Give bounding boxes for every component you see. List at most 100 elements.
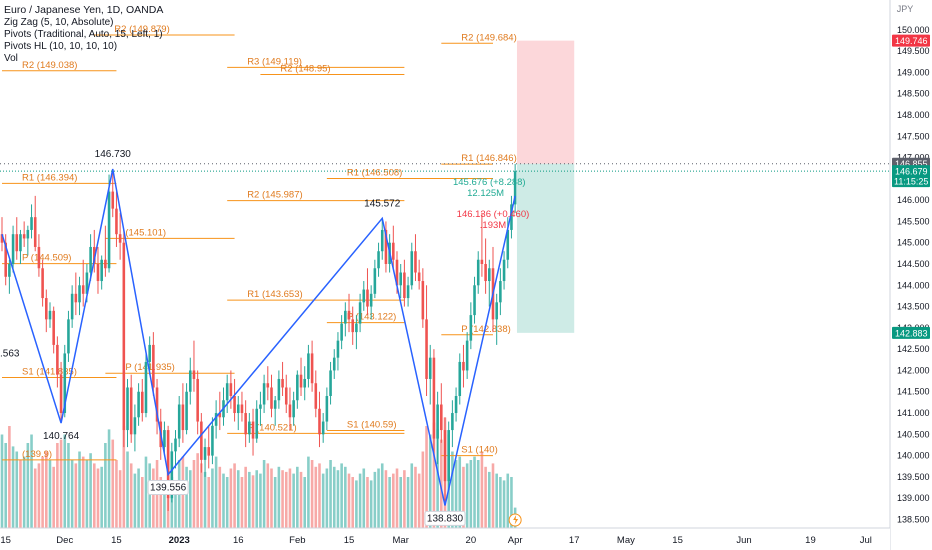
candle-body: [33, 217, 37, 247]
candle-body: [292, 400, 295, 418]
volume-bar: [288, 468, 292, 528]
volume-bar: [476, 460, 480, 528]
volume-bar: [41, 456, 44, 528]
volume-bar: [421, 451, 425, 528]
volume-bar: [48, 460, 52, 528]
pivot-label: R1 (146.508): [347, 167, 402, 178]
indicator-pivots-hl[interactable]: Pivots HL (10, 10, 10, 10): [4, 41, 118, 52]
candle-body: [473, 285, 476, 316]
volume-bar: [107, 429, 111, 528]
volume-bar: [284, 471, 288, 528]
candle-body: [259, 404, 262, 409]
candle-body: [406, 285, 410, 299]
pivot-label: R2 (149.879): [114, 24, 169, 35]
candle-body: [26, 229, 30, 239]
volume-bar: [454, 460, 458, 528]
candle-body: [262, 383, 266, 405]
volume-bar: [373, 471, 377, 528]
position-annotation: 12.125M: [467, 188, 504, 199]
time-tick-label: Feb: [289, 535, 305, 546]
volume-bar: [63, 434, 67, 528]
candle-body: [192, 370, 196, 379]
indicator-volume[interactable]: Vol: [4, 53, 18, 64]
candle-body: [392, 242, 395, 260]
candle-body: [148, 344, 151, 362]
candle-body: [89, 246, 92, 273]
price-badge: [892, 326, 930, 339]
volume-bar: [332, 466, 336, 528]
time-tick-label: 16: [233, 535, 244, 546]
volume-bar: [395, 468, 399, 528]
bolt-icon: [508, 513, 522, 527]
volume-bar: [52, 466, 55, 528]
candle-body: [85, 272, 89, 294]
volume-bar: [502, 480, 506, 528]
volume-bar: [469, 460, 473, 528]
volume-bar: [281, 470, 284, 528]
price-tick-label: 145.500: [897, 216, 930, 226]
volume-bar: [22, 456, 26, 528]
candle-body: [395, 259, 399, 286]
volume-bar: [292, 473, 295, 528]
candle-body: [248, 421, 251, 435]
price-tick-label: 147.500: [897, 131, 930, 141]
candle-body: [432, 357, 436, 439]
candle-body: [48, 310, 52, 320]
volume-bar: [192, 460, 196, 528]
volume-bar: [11, 446, 15, 528]
candle-body: [366, 289, 369, 307]
candle-body: [436, 404, 439, 439]
time-axis[interactable]: 15 Dec 15 2023 16 Feb 15 Mar 20 Apr 17 May 15 Jun 19 Ju…: [0, 527, 890, 550]
volume-bar: [59, 439, 63, 528]
candle-body: [111, 191, 115, 209]
indicator-zigzag[interactable]: Zig Zag (5, 10, Absolute): [4, 17, 114, 28]
candle-body: [0, 234, 4, 243]
volume-bar: [33, 468, 37, 528]
volume-bar: [436, 429, 439, 528]
volume-bar: [122, 426, 126, 528]
candle-body: [414, 251, 417, 273]
pivot-label: S1 (140.59): [347, 419, 397, 430]
candle-body: [78, 285, 81, 303]
volume-bar: [495, 473, 498, 528]
pivot-label: R1 (146.394): [22, 172, 77, 183]
candle-body: [273, 400, 277, 409]
candle-body: [355, 323, 358, 333]
pivot-label: R2 (149.038): [22, 60, 77, 71]
pivot-label: P (144.509): [22, 253, 71, 264]
time-axis-bg: [0, 528, 890, 550]
pivot-label: R2 (148.95): [280, 64, 330, 75]
candle-body: [59, 374, 63, 414]
candle-body: [137, 391, 140, 418]
candle-body: [207, 447, 211, 456]
candle-body: [96, 264, 100, 282]
volume-bar: [270, 468, 273, 528]
position-tool-layer[interactable]: [516, 40, 575, 333]
price-badge-label: 146.855: [895, 159, 928, 169]
candle-body: [11, 234, 15, 264]
chart-title[interactable]: Euro / Japanese Yen, 1D, OANDA: [4, 4, 164, 16]
candles-layer: [0, 163, 517, 511]
candle-body: [499, 281, 502, 303]
volume-bar: [355, 480, 358, 528]
candle-body: [15, 234, 19, 252]
indicator-pivots[interactable]: Pivots (Traditional, Auto, 15, Left, 1): [4, 29, 163, 40]
candle-body: [314, 383, 318, 409]
volume-bar: [4, 443, 7, 528]
price-tick-label: 143.500: [897, 302, 930, 312]
candle-body: [299, 374, 303, 388]
candle-body: [185, 391, 188, 431]
candle-body: [347, 310, 351, 320]
position-annotation: 146.136 (+0.460): [457, 209, 530, 220]
current-price-badge: [892, 165, 930, 188]
price-tick-label: 149.500: [897, 46, 930, 56]
volume-bar: [118, 470, 122, 528]
candle-body: [30, 217, 33, 230]
zigzag-line: [1, 168, 516, 506]
volume-bar: [56, 443, 59, 528]
time-tick-label: 20: [466, 535, 477, 546]
candle-body: [8, 264, 11, 277]
price-axis[interactable]: JPY 138.500 139.000 139.500 140.000 140.500 14…: [889, 0, 932, 550]
volume-bar: [388, 477, 391, 528]
